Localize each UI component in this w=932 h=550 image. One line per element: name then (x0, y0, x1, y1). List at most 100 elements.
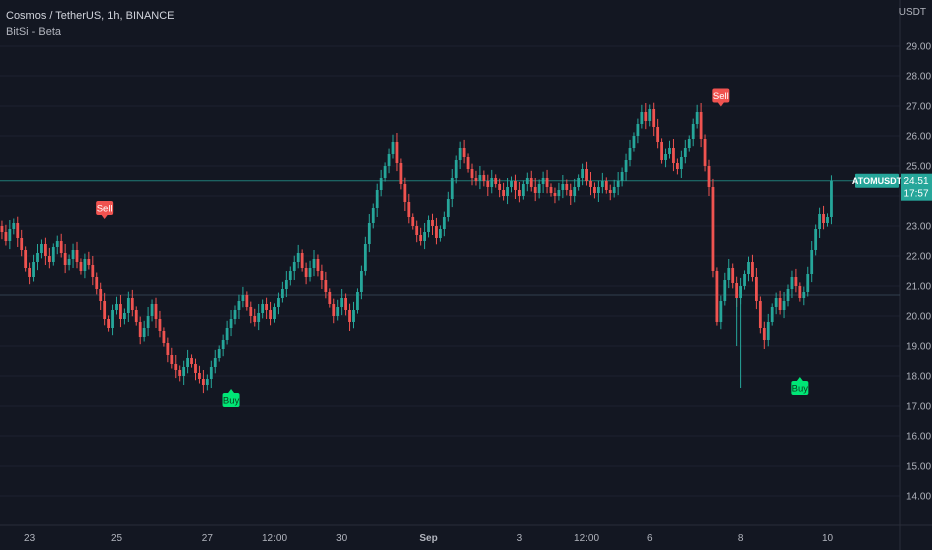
candle-body (261, 304, 265, 313)
candle-body (478, 175, 482, 181)
candle-body (494, 178, 498, 184)
candle-body (107, 319, 110, 328)
candle-body (758, 301, 762, 328)
candle-body (407, 202, 411, 217)
candle-body (269, 310, 272, 319)
x-tick-label: 8 (738, 533, 744, 544)
x-tick-label: Sep (419, 533, 437, 544)
candle-body (162, 331, 166, 343)
y-tick-label: 26.00 (906, 132, 931, 143)
candle-body (83, 259, 87, 271)
candle-body (490, 178, 494, 187)
candle-body (304, 268, 308, 277)
candle-body (624, 160, 628, 172)
candle-body (573, 187, 577, 196)
price-axis-unit[interactable]: USDT (898, 7, 926, 18)
candle-body (111, 310, 114, 328)
candle-body (695, 112, 699, 124)
candle-body (40, 244, 43, 253)
candle-body (95, 277, 99, 289)
candle-body (565, 184, 569, 190)
candle-body (632, 136, 636, 148)
y-tick-label: 17.00 (906, 402, 931, 413)
candle-body (182, 367, 186, 376)
candle-body (521, 184, 525, 196)
candle-body (450, 178, 454, 199)
candle-body (687, 139, 691, 148)
candle-body (123, 313, 126, 319)
buy-signal-label[interactable]: Buy (222, 389, 240, 407)
candle-body (735, 283, 739, 298)
candle-body (356, 292, 359, 310)
candle-body (766, 322, 770, 340)
candle-body (158, 319, 162, 331)
candle-body (644, 112, 648, 121)
candle-body (202, 379, 205, 385)
candle-body (166, 343, 170, 355)
candle-body (28, 268, 31, 277)
symbol-title[interactable]: Cosmos / TetherUS, 1h, BINANCE (6, 10, 175, 22)
sell-signal-label[interactable]: Sell (712, 88, 730, 107)
candle-body (115, 304, 118, 310)
candle-body (510, 181, 513, 187)
candle-body (514, 181, 517, 190)
last-price-tag[interactable]: ATOMUSDT 24.51 17:57 (852, 173, 932, 201)
candle-body (541, 178, 545, 184)
candle-body (569, 190, 573, 196)
candle-body (367, 223, 371, 244)
candle-body (782, 301, 786, 310)
candle-body (446, 199, 450, 217)
candle-body (830, 180, 833, 217)
signal-pointer (101, 215, 108, 219)
candle-body (423, 232, 426, 241)
candle-body (32, 262, 35, 277)
candle-body (217, 349, 221, 358)
candle-body (533, 187, 537, 193)
candle-body (257, 313, 261, 322)
candle-body (190, 358, 193, 364)
candle-body (652, 109, 656, 127)
candle-body (747, 262, 750, 274)
candle-body (371, 208, 375, 223)
chart-legend: Cosmos / TetherUS, 1h, BINANCE BitSi - B… (6, 8, 175, 40)
candle-body (130, 298, 134, 310)
candle-body (549, 187, 553, 193)
candle-body (308, 268, 312, 277)
candle-body (150, 304, 154, 316)
candle-body (506, 187, 509, 196)
candle-body (383, 166, 387, 178)
candle-body (245, 295, 249, 307)
candle-body (146, 316, 150, 328)
x-tick-label: 27 (202, 533, 214, 544)
y-tick-label: 21.00 (906, 282, 931, 293)
candle-body (59, 241, 63, 253)
candle-body (67, 259, 71, 265)
candle-body (431, 220, 434, 226)
candle-body (798, 286, 802, 298)
buy-signal-label[interactable]: Buy (791, 377, 809, 395)
candle-body (221, 340, 225, 349)
candle-body (612, 187, 616, 193)
candle-body (4, 232, 8, 241)
indicator-name[interactable]: BitSi - Beta (6, 26, 62, 38)
candle-body (320, 271, 324, 280)
candle-body (806, 274, 810, 292)
candle-body (340, 298, 344, 307)
candle-body (593, 187, 596, 193)
candle-body (790, 277, 794, 289)
candle-body (802, 292, 806, 298)
candle-body (186, 358, 189, 367)
candle-body (142, 328, 146, 337)
signal-box (96, 201, 114, 215)
sell-signal-label[interactable]: Sell (96, 201, 114, 219)
candle-body (597, 187, 600, 193)
candle-body (288, 271, 292, 280)
candle-body (79, 262, 83, 271)
signal-pointer (796, 377, 803, 381)
candle-body (75, 250, 79, 262)
candle-body (474, 178, 478, 181)
signal-text: Buy (223, 396, 240, 407)
candle-body (723, 280, 727, 301)
